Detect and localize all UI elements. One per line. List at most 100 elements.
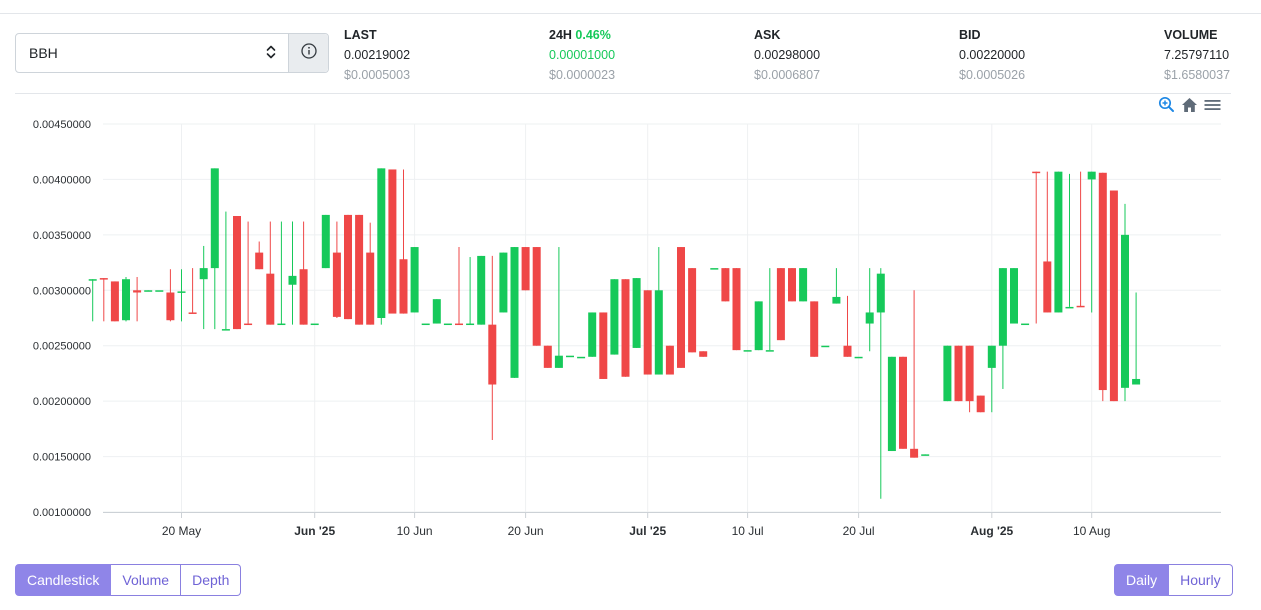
candle-body xyxy=(610,279,619,355)
candle-body xyxy=(588,312,597,357)
view-candlestick-button[interactable]: Candlestick xyxy=(15,564,112,596)
candle-body xyxy=(566,355,574,358)
candle-body xyxy=(521,247,530,291)
candle-body xyxy=(854,356,863,359)
candle-body xyxy=(88,279,97,281)
candle-body xyxy=(155,290,164,292)
candlestick-chart[interactable]: 0.00100000 0.00150000 0.00200000 0.00250000… xyxy=(0,110,1261,550)
candle-body xyxy=(488,324,497,385)
interval-daily-button[interactable]: Daily xyxy=(1114,564,1170,596)
stat-bid: BID 0.00220000 $0.0005026 xyxy=(959,25,1025,85)
candle-body xyxy=(344,214,352,320)
candle-body xyxy=(677,247,685,368)
candle-body xyxy=(1087,171,1096,180)
home-icon[interactable] xyxy=(1181,97,1198,113)
candle-body xyxy=(277,323,286,326)
candle-body xyxy=(255,252,264,270)
stat-volume-value: 7.25797110 xyxy=(1164,48,1230,62)
stat-ask-label: ASK xyxy=(754,28,781,42)
x-tick-label: Jul '25 xyxy=(629,524,666,538)
candle-body xyxy=(621,279,630,377)
stat-24h-pct: 0.46% xyxy=(575,28,611,42)
stat-24h: 24H 0.46% 0.00001000 $0.0000023 xyxy=(549,25,615,85)
candle-body xyxy=(776,268,785,341)
candle-body xyxy=(665,345,674,375)
candle-body xyxy=(743,350,752,352)
candle-body xyxy=(954,345,963,402)
stats-divider xyxy=(15,93,1231,94)
select-arrows-icon xyxy=(266,45,276,62)
stat-24h-header: 24H 0.46% xyxy=(549,25,615,45)
y-tick-label: 0.00450000 xyxy=(33,119,91,131)
market-select[interactable]: BBH xyxy=(16,34,288,72)
candle-body xyxy=(765,350,774,352)
candle-body xyxy=(632,278,641,348)
candle-body xyxy=(821,345,830,348)
stat-ask: ASK 0.00298000 $0.0006807 xyxy=(754,25,820,85)
stat-last-label: LAST xyxy=(344,28,377,42)
candle-body xyxy=(1054,171,1063,313)
candle-body xyxy=(466,323,475,326)
stat-bid-label: BID xyxy=(959,28,981,42)
candle-body xyxy=(721,268,730,302)
candle-body xyxy=(332,252,341,317)
candle-body xyxy=(998,268,1007,346)
x-tick-label: 20 May xyxy=(162,524,201,538)
candle-body xyxy=(477,255,486,325)
x-tick-label: Aug '25 xyxy=(970,524,1013,538)
candle-body xyxy=(221,329,230,331)
candle-body xyxy=(532,247,541,346)
candle-body xyxy=(266,273,275,325)
stat-last-usd: $0.0005003 xyxy=(344,68,411,82)
x-tick-label: 10 Aug xyxy=(1073,524,1110,538)
chart-view-buttons: Candlestick Volume Depth xyxy=(15,564,242,596)
zoom-in-icon[interactable] xyxy=(1158,96,1175,113)
interval-hourly-button[interactable]: Hourly xyxy=(1169,564,1233,596)
candle-body xyxy=(233,216,241,330)
y-tick-label: 0.00250000 xyxy=(33,341,91,353)
candle-body xyxy=(288,275,297,285)
y-tick-label: 0.00300000 xyxy=(33,285,91,297)
y-tick-label: 0.00200000 xyxy=(33,396,91,408)
candle-body xyxy=(1021,323,1030,326)
top-divider xyxy=(0,13,1261,14)
candle-body xyxy=(887,356,896,452)
stat-bid-value: 0.00220000 xyxy=(959,48,1026,62)
x-tick-label: 10 Jul xyxy=(732,524,764,538)
candle-body xyxy=(299,269,308,325)
candle-body xyxy=(710,268,719,270)
candle-body xyxy=(122,279,130,321)
candle-body xyxy=(1109,190,1118,402)
candle-body xyxy=(210,168,219,269)
info-button[interactable] xyxy=(288,34,328,72)
y-tick-label: 0.00350000 xyxy=(33,230,91,242)
candle-body xyxy=(754,301,763,351)
stat-bid-usd: $0.0005026 xyxy=(959,68,1026,82)
candle-body xyxy=(1065,306,1074,309)
candle-body xyxy=(421,323,430,326)
stat-volume: VOLUME 7.25797110 $1.6580037 xyxy=(1164,25,1230,85)
market-select-value: BBH xyxy=(29,45,58,61)
candle-body xyxy=(310,323,319,326)
y-tick-label: 0.00400000 xyxy=(33,174,91,186)
stat-ask-value: 0.00298000 xyxy=(754,48,821,62)
info-icon xyxy=(300,42,317,64)
candle-body xyxy=(377,168,386,318)
view-volume-button[interactable]: Volume xyxy=(111,564,182,596)
candle-body xyxy=(1121,234,1129,388)
candle-body xyxy=(643,290,652,375)
menu-icon[interactable] xyxy=(1204,98,1221,112)
candle-body xyxy=(1098,172,1107,391)
candle-body xyxy=(910,448,919,458)
view-depth-button[interactable]: Depth xyxy=(181,564,242,596)
candle-body xyxy=(921,454,930,456)
candle-body xyxy=(943,345,952,402)
candle-body xyxy=(799,268,808,302)
stat-last-value: 0.00219002 xyxy=(344,48,411,62)
y-tick-label: 0.00150000 xyxy=(33,452,91,464)
candle-body xyxy=(810,301,819,357)
candle-body xyxy=(355,214,364,325)
candle-body xyxy=(1043,261,1052,313)
candle-body xyxy=(110,281,119,322)
candle-body xyxy=(432,299,441,324)
